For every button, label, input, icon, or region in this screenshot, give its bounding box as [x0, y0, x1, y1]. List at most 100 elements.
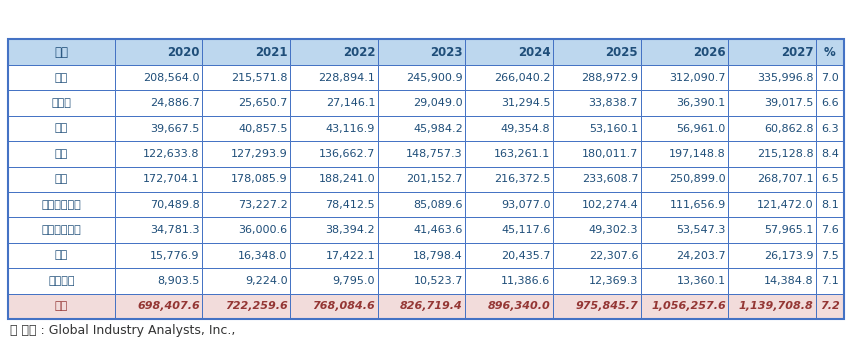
- Text: 148,757.3: 148,757.3: [406, 149, 463, 159]
- Bar: [553, 90, 641, 116]
- Bar: [377, 166, 465, 192]
- Bar: [377, 141, 465, 166]
- Text: 43,116.9: 43,116.9: [325, 123, 375, 133]
- Bar: [816, 166, 844, 192]
- Bar: [202, 65, 290, 90]
- Text: 121,472.0: 121,472.0: [757, 200, 814, 210]
- Bar: [728, 116, 816, 141]
- Bar: [728, 243, 816, 268]
- Text: 233,608.7: 233,608.7: [582, 174, 638, 184]
- Text: 15,776.9: 15,776.9: [150, 250, 200, 260]
- Text: 2022: 2022: [343, 45, 375, 58]
- Text: 172,704.1: 172,704.1: [143, 174, 200, 184]
- Text: 중국: 중국: [55, 149, 68, 159]
- Text: 698,407.6: 698,407.6: [137, 301, 200, 311]
- Bar: [641, 243, 728, 268]
- Text: 라틴아메리카: 라틴아메리카: [42, 225, 81, 235]
- Bar: [8, 268, 115, 293]
- Bar: [290, 192, 377, 217]
- Text: 70,489.8: 70,489.8: [150, 200, 200, 210]
- Text: 9,795.0: 9,795.0: [332, 276, 375, 286]
- Bar: [290, 39, 377, 65]
- Text: 캐나다: 캐나다: [51, 98, 72, 108]
- Text: 24,886.7: 24,886.7: [150, 98, 200, 108]
- Bar: [377, 192, 465, 217]
- Text: 78,412.5: 78,412.5: [325, 200, 375, 210]
- Bar: [202, 268, 290, 293]
- Text: 136,662.7: 136,662.7: [319, 149, 375, 159]
- Bar: [465, 293, 553, 319]
- Text: 268,707.1: 268,707.1: [757, 174, 814, 184]
- Bar: [290, 243, 377, 268]
- Text: 41,463.6: 41,463.6: [413, 225, 463, 235]
- Bar: [553, 268, 641, 293]
- Text: 216,372.5: 216,372.5: [494, 174, 550, 184]
- Text: 합계: 합계: [55, 301, 68, 311]
- Bar: [465, 39, 553, 65]
- Bar: [115, 39, 202, 65]
- Text: 102,274.4: 102,274.4: [581, 200, 638, 210]
- Bar: [728, 65, 816, 90]
- Text: 127,293.9: 127,293.9: [231, 149, 287, 159]
- Text: 197,148.8: 197,148.8: [669, 149, 726, 159]
- Text: 288,972.9: 288,972.9: [581, 73, 638, 83]
- Text: 20,435.7: 20,435.7: [501, 250, 550, 260]
- Bar: [816, 192, 844, 217]
- Text: 122,633.8: 122,633.8: [143, 149, 200, 159]
- Bar: [641, 293, 728, 319]
- Text: 아프리카: 아프리카: [48, 276, 75, 286]
- Bar: [553, 192, 641, 217]
- Bar: [8, 166, 115, 192]
- Bar: [8, 39, 844, 319]
- Bar: [465, 192, 553, 217]
- Text: 2027: 2027: [781, 45, 814, 58]
- Bar: [465, 243, 553, 268]
- Bar: [465, 65, 553, 90]
- Text: 16,348.0: 16,348.0: [238, 250, 287, 260]
- Bar: [377, 243, 465, 268]
- Text: 36,000.6: 36,000.6: [239, 225, 287, 235]
- Text: 2023: 2023: [430, 45, 463, 58]
- Bar: [115, 293, 202, 319]
- Text: 24,203.7: 24,203.7: [676, 250, 726, 260]
- Bar: [641, 65, 728, 90]
- Text: 85,089.6: 85,089.6: [413, 200, 463, 210]
- Bar: [816, 39, 844, 65]
- Bar: [202, 166, 290, 192]
- Text: 2024: 2024: [518, 45, 550, 58]
- Text: 12,369.3: 12,369.3: [589, 276, 638, 286]
- Bar: [202, 243, 290, 268]
- Text: 9,224.0: 9,224.0: [245, 276, 287, 286]
- Text: 335,996.8: 335,996.8: [757, 73, 814, 83]
- Bar: [115, 192, 202, 217]
- Text: 유럽: 유럽: [55, 174, 68, 184]
- Text: 975,845.7: 975,845.7: [575, 301, 638, 311]
- Bar: [728, 293, 816, 319]
- Bar: [641, 217, 728, 243]
- Text: 아시아태평양: 아시아태평양: [42, 200, 81, 210]
- Bar: [816, 65, 844, 90]
- Bar: [8, 293, 115, 319]
- Text: 2026: 2026: [694, 45, 726, 58]
- Bar: [728, 39, 816, 65]
- Bar: [553, 39, 641, 65]
- Text: 7.6: 7.6: [821, 225, 839, 235]
- Text: 중동: 중동: [55, 250, 68, 260]
- Bar: [8, 192, 115, 217]
- Bar: [8, 65, 115, 90]
- Bar: [377, 65, 465, 90]
- Text: 29,049.0: 29,049.0: [413, 98, 463, 108]
- Text: 45,984.2: 45,984.2: [413, 123, 463, 133]
- Text: 7.1: 7.1: [821, 276, 839, 286]
- Bar: [553, 116, 641, 141]
- Text: 40,857.5: 40,857.5: [238, 123, 287, 133]
- Bar: [202, 116, 290, 141]
- Text: 73,227.2: 73,227.2: [238, 200, 287, 210]
- Bar: [377, 90, 465, 116]
- Text: 188,241.0: 188,241.0: [319, 174, 375, 184]
- Bar: [728, 217, 816, 243]
- Text: %: %: [824, 45, 836, 58]
- Bar: [816, 217, 844, 243]
- Bar: [202, 217, 290, 243]
- Bar: [202, 141, 290, 166]
